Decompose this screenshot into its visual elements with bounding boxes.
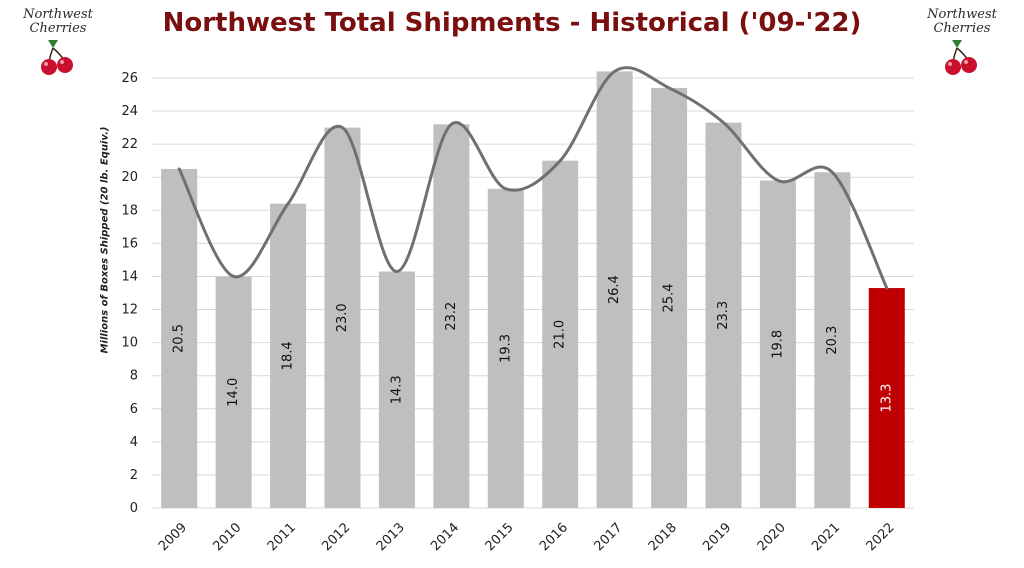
northwest-cherries-logo-left: Northwest Cherries [18, 6, 98, 78]
cherry-icon [41, 40, 73, 75]
bar [868, 288, 905, 508]
data-label: 23.2 [444, 302, 459, 331]
trend-line-group [177, 66, 889, 290]
y-tick-label: 10 [121, 336, 138, 351]
bar [161, 168, 198, 508]
x-tick-label: 2016 [537, 520, 571, 554]
data-label: 18.4 [281, 341, 296, 370]
bar [487, 188, 524, 509]
x-tick-label: 2011 [265, 520, 299, 554]
northwest-cherries-logo-right: Northwest Cherries [922, 6, 1002, 78]
bars [161, 71, 905, 509]
data-label: 25.4 [662, 283, 677, 312]
x-tick-label: 2019 [700, 520, 734, 554]
bar [596, 71, 633, 508]
x-tick-label: 2017 [591, 520, 625, 554]
chart-title: Northwest Total Shipments - Historical (… [162, 8, 862, 38]
x-tick-label: 2020 [755, 520, 789, 554]
cherry-icon [945, 40, 977, 75]
data-label: 26.4 [607, 275, 622, 304]
x-tick-label: 2015 [483, 520, 517, 554]
bar [759, 180, 796, 509]
y-tick-label: 6 [130, 402, 138, 417]
bar [433, 124, 470, 509]
data-label: 20.5 [172, 324, 187, 353]
y-tick-label: 16 [121, 236, 138, 251]
data-label: 23.3 [716, 301, 731, 330]
bar [270, 203, 307, 508]
x-tick-label: 2012 [319, 520, 353, 554]
logo-wordmark: Northwest Cherries [23, 7, 93, 36]
y-tick-label: 8 [130, 369, 138, 384]
bar [651, 87, 688, 508]
data-label: 20.3 [825, 326, 840, 355]
bar [542, 160, 579, 508]
y-tick-label: 2 [130, 468, 138, 483]
y-tick-label: 4 [130, 435, 138, 450]
data-label: 21.0 [553, 320, 568, 349]
bar [814, 172, 851, 508]
data-label: 19.8 [770, 330, 785, 359]
data-label: 19.3 [498, 334, 513, 363]
bar [324, 127, 361, 508]
bar [705, 122, 742, 509]
x-tick-label: 2014 [428, 520, 462, 554]
trend-line [177, 66, 889, 290]
bar [215, 276, 252, 508]
y-tick-label: 22 [121, 137, 138, 152]
data-label: 13.3 [879, 384, 894, 413]
bar [378, 271, 415, 508]
data-label: 14.0 [226, 378, 241, 407]
logo-wordmark: Northwest Cherries [927, 7, 997, 36]
data-label: 14.3 [389, 375, 404, 404]
y-axis-label: Millions of Boxes Shipped (20 lb. Equiv.… [99, 126, 111, 354]
x-tick-label: 2018 [646, 520, 680, 554]
y-tick-label: 18 [121, 203, 138, 218]
x-tick-label: 2009 [156, 520, 190, 554]
y-tick-label: 24 [121, 104, 138, 119]
x-tick-label: 2021 [809, 520, 843, 554]
y-tick-label: 14 [121, 269, 138, 284]
data-labels: 20.5 14.0 18.4 23.0 14.3 23.2 19.3 21.0 26.4 25.4… [172, 275, 895, 412]
x-tick-label: 2010 [210, 520, 244, 554]
y-tick-label: 20 [121, 170, 138, 185]
x-tick-label: 2013 [374, 520, 408, 554]
data-label: 23.0 [335, 303, 350, 332]
gridlines [152, 77, 914, 509]
y-tick-label: 12 [121, 303, 138, 318]
y-tick-label: 0 [130, 501, 138, 516]
x-axis-ticks: 2009 2010 2011 2012 2013 2014 2015 2016 2017 2018… [156, 520, 898, 554]
x-tick-label: 2022 [864, 520, 898, 554]
y-tick-label: 26 [121, 71, 138, 86]
